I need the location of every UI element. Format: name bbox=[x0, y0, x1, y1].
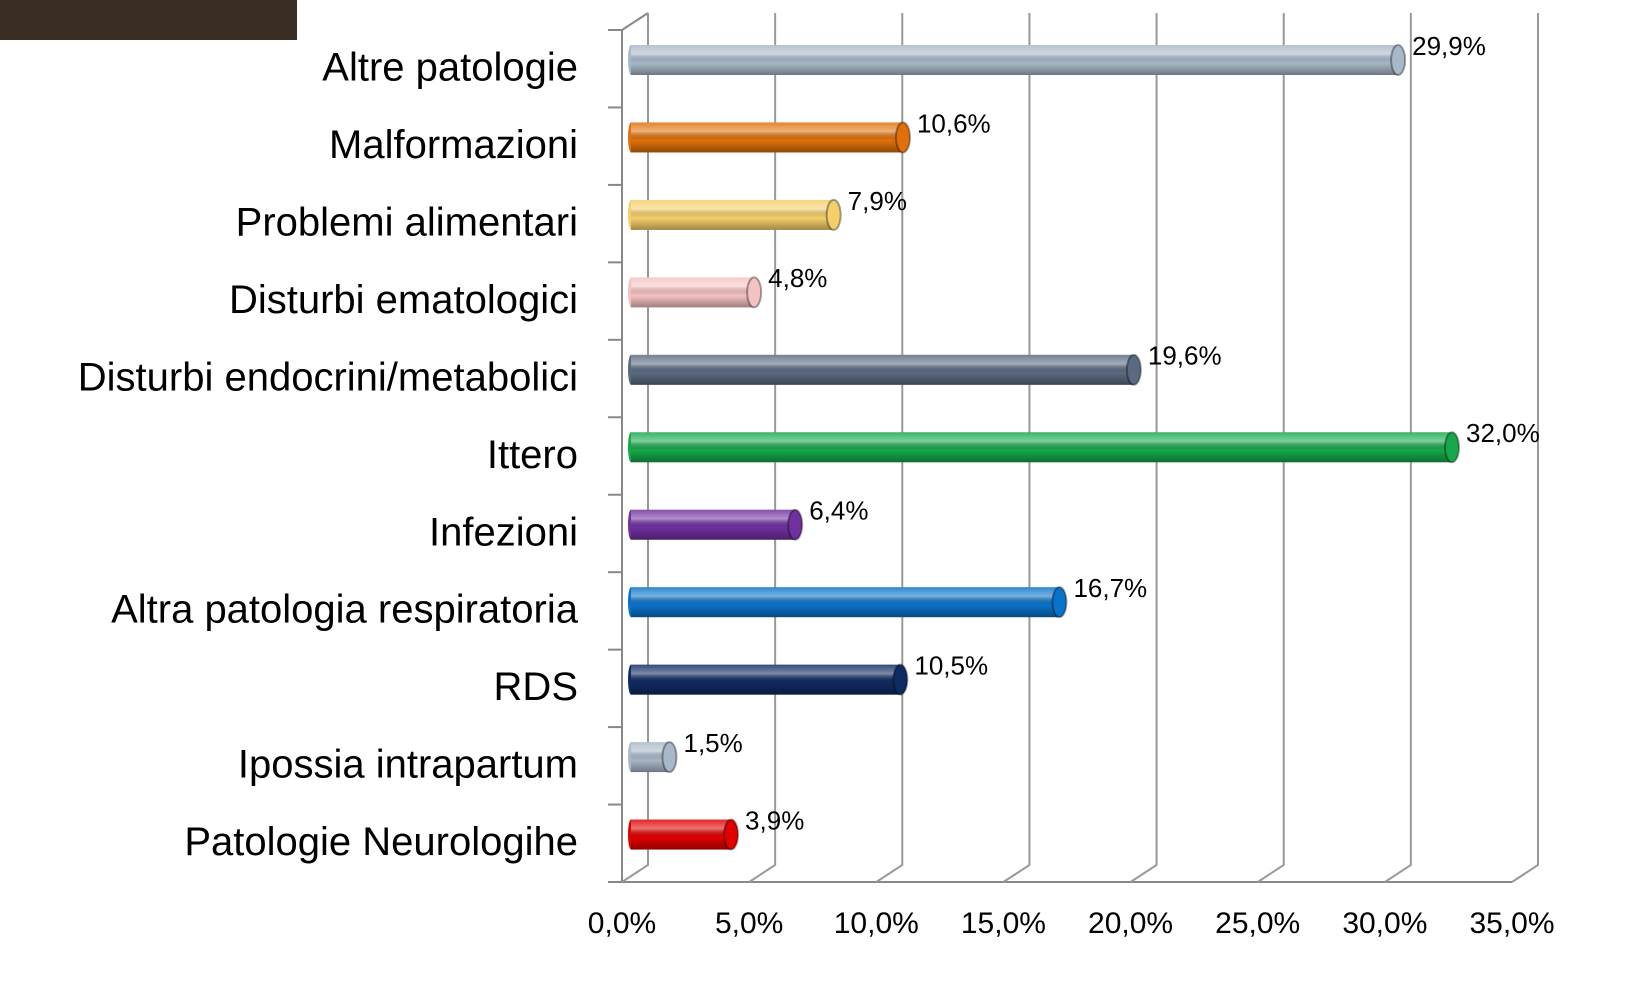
grid-line bbox=[1002, 13, 1031, 883]
bar-shine bbox=[631, 277, 755, 308]
category-label: Malformazioni bbox=[329, 123, 578, 167]
bar-shine bbox=[631, 509, 796, 540]
bar-cap bbox=[892, 663, 909, 696]
value-label: 29,9% bbox=[1412, 31, 1486, 61]
x-tick-label: 35,0% bbox=[1469, 907, 1554, 940]
bar-shine bbox=[631, 432, 1452, 463]
bar-cap bbox=[1051, 586, 1068, 619]
bar-cap bbox=[661, 741, 678, 774]
value-label: 10,6% bbox=[917, 108, 991, 138]
category-label: Disturbi ematologici bbox=[229, 278, 578, 322]
bar-cap bbox=[1125, 353, 1142, 386]
x-tick-label: 10,0% bbox=[834, 907, 919, 940]
bar-cap bbox=[1444, 431, 1460, 464]
x-tick-label: 30,0% bbox=[1342, 907, 1427, 940]
grid-line bbox=[1257, 13, 1285, 883]
bar-shine bbox=[631, 664, 901, 695]
category-label: Altra patologia respiratoria bbox=[111, 588, 579, 632]
bar-cap bbox=[787, 508, 804, 541]
x-tick-label: 15,0% bbox=[961, 907, 1046, 940]
left-wall-top bbox=[621, 12, 649, 31]
category-label: Problemi alimentari bbox=[236, 200, 578, 244]
category-label: Patologie Neurologihe bbox=[184, 820, 578, 864]
grid-line bbox=[1384, 13, 1412, 883]
x-tick-label: 5,0% bbox=[715, 907, 783, 940]
value-label: 4,8% bbox=[768, 263, 827, 293]
bar-shine bbox=[631, 587, 1060, 618]
grid-line bbox=[748, 13, 777, 883]
grid-line bbox=[1130, 13, 1158, 883]
category-label: Infezioni bbox=[429, 510, 578, 554]
category-label: Disturbi endocrini/metabolici bbox=[78, 355, 578, 399]
bar-shine bbox=[631, 122, 903, 153]
bar-cap bbox=[746, 276, 763, 309]
x-tick-label: 25,0% bbox=[1215, 907, 1300, 940]
category-label: RDS bbox=[494, 665, 578, 709]
value-label: 19,6% bbox=[1148, 341, 1222, 371]
bar-shine bbox=[631, 354, 1134, 385]
value-label: 6,4% bbox=[809, 496, 868, 526]
category-label: Altre patologie bbox=[322, 46, 578, 90]
value-label: 10,5% bbox=[914, 651, 988, 681]
bar-shine bbox=[631, 199, 834, 230]
category-label: Ipossia intrapartum bbox=[238, 743, 578, 787]
category-label: Ittero bbox=[487, 433, 578, 477]
value-label: 3,9% bbox=[745, 805, 804, 835]
bar-shine bbox=[631, 819, 732, 850]
grid-line bbox=[1511, 13, 1539, 883]
bar-cap bbox=[894, 121, 911, 154]
x-tick-label: 0,0% bbox=[588, 907, 656, 940]
value-label: 32,0% bbox=[1466, 418, 1540, 448]
bar-shine bbox=[631, 45, 1399, 75]
bar-cap bbox=[723, 818, 740, 851]
value-label: 1,5% bbox=[683, 728, 742, 758]
value-label: 16,7% bbox=[1073, 573, 1147, 603]
bar-cap bbox=[1390, 44, 1407, 76]
bar-cap bbox=[825, 198, 842, 231]
value-label: 7,9% bbox=[848, 186, 907, 216]
photo-fragment bbox=[0, 0, 297, 40]
x-tick-label: 20,0% bbox=[1088, 907, 1173, 940]
grid-line bbox=[875, 13, 904, 883]
